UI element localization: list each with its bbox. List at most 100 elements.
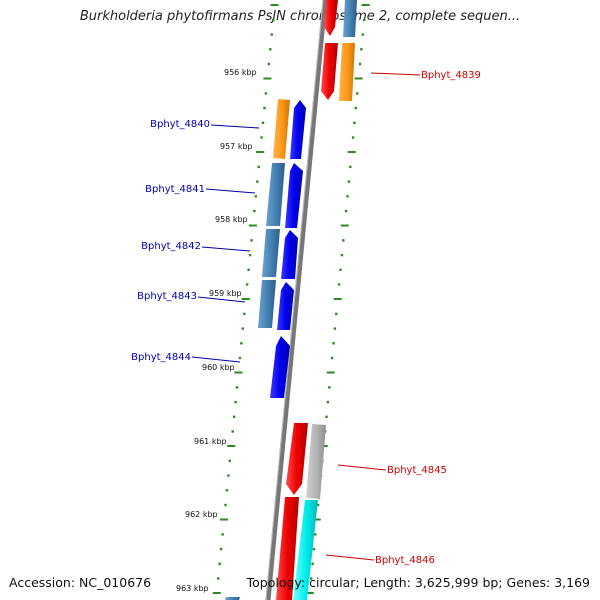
left-track-minor-tick [221, 533, 224, 536]
right-track-major-tick [340, 224, 349, 227]
left-track-minor-tick [227, 474, 230, 477]
right-track-major-tick [312, 518, 321, 521]
kbp-label: 961 kbp [194, 437, 227, 446]
left-track-major-tick [227, 445, 236, 447]
gene-label-bphyt-4840[interactable]: Bphyt_4840 [150, 119, 210, 130]
gene-bar-bphyt-4839[interactable] [339, 43, 355, 101]
left-track-major-tick [263, 77, 272, 80]
right-track-major-tick [333, 298, 342, 300]
right-track-minor-tick [332, 342, 335, 345]
leader-line-bphyt-4843 [197, 296, 246, 303]
left-track-minor-tick [264, 92, 268, 95]
left-track-minor-tick [217, 577, 220, 580]
right-track-minor-tick [351, 136, 355, 139]
right-track-minor-tick [328, 386, 331, 389]
right-track-minor-tick [356, 92, 359, 95]
left-track-minor-tick [240, 342, 243, 345]
kbp-label: 957 kbp [220, 142, 253, 151]
leader-line-bphyt-4845 [337, 464, 387, 471]
right-track-minor-tick [314, 533, 317, 536]
plus-strand-features [225, 0, 357, 600]
right-track-minor-tick [347, 180, 351, 183]
left-track-minor-tick [253, 209, 256, 213]
left-track-minor-tick [243, 312, 246, 316]
topology-summary: Topology: circular; Length: 3,625,999 bp… [246, 575, 590, 590]
kbp-labels: 956 kbp 957 kbp 958 kbp 959 kbp 960 kbp … [176, 68, 257, 593]
left-track-minor-tick [250, 239, 253, 242]
kbp-label: 960 kbp [202, 363, 235, 372]
right-track-minor-tick [325, 415, 328, 418]
left-track-minor-tick [270, 33, 273, 36]
right-track-major-tick [361, 4, 370, 6]
gene-label-bphyt-4846[interactable]: Bphyt_4846 [375, 555, 435, 566]
left-track-minor-tick [267, 62, 270, 66]
right-track-minor-tick [354, 106, 357, 110]
right-track-minor-tick [335, 312, 338, 316]
kbp-label: 956 kbp [224, 68, 257, 77]
right-tick-track [305, 4, 370, 594]
left-track-minor-tick [238, 356, 242, 360]
cds-arrow-bphyt-4840[interactable] [290, 100, 306, 159]
chromosome-backbone-highlight [265, 0, 324, 600]
left-track-major-tick [256, 151, 265, 153]
right-track-major-tick [326, 371, 335, 374]
right-track-minor-tick [349, 165, 352, 169]
left-track-minor-tick [260, 136, 263, 139]
gene-labels: Bphyt_4839 Bphyt_4840 Bphyt_4841 Bphyt_4… [131, 70, 481, 566]
left-track-minor-tick [247, 268, 250, 271]
gene-bar-top[interactable] [343, 0, 357, 37]
left-track-minor-tick [228, 459, 231, 463]
gene-label-bphyt-4841[interactable]: Bphyt_4841 [145, 184, 205, 195]
right-track-minor-tick [311, 562, 314, 565]
cds-arrow-bphyt-4844[interactable] [270, 336, 290, 398]
left-track-minor-tick [235, 386, 239, 389]
left-track-minor-tick [272, 18, 275, 22]
gene-label-bphyt-4842[interactable]: Bphyt_4842 [141, 241, 201, 252]
left-track-minor-tick [218, 562, 221, 565]
cds-arrow-bphyt-4846[interactable] [276, 497, 299, 600]
left-tick-track [212, 4, 279, 594]
gene-label-bphyt-4843[interactable]: Bphyt_4843 [137, 291, 197, 302]
gene-bar-bphyt-4840[interactable] [273, 99, 290, 159]
cds-arrow-bphyt-4845[interactable] [286, 423, 308, 495]
left-track-minor-tick [234, 400, 237, 404]
cds-arrow-bphyt-4841[interactable] [285, 163, 303, 228]
right-track-minor-tick [360, 48, 363, 51]
leader-line-bphyt-4840 [210, 124, 260, 129]
left-track-major-tick [270, 4, 279, 6]
leader-line-bphyt-4841 [205, 188, 256, 194]
gene-label-bphyt-4839[interactable]: Bphyt_4839 [421, 70, 481, 81]
right-track-minor-tick [346, 195, 349, 198]
gene-bar-bphyt-4845[interactable] [306, 424, 326, 499]
gene-label-bphyt-4844[interactable]: Bphyt_4844 [131, 352, 191, 363]
right-track-minor-tick [344, 209, 348, 213]
gene-bar-bphyt-4841[interactable] [266, 163, 285, 226]
right-track-minor-tick [330, 356, 334, 360]
leader-line-bphyt-4842 [201, 246, 251, 252]
leader-line-bphyt-4846 [325, 554, 375, 561]
right-track-minor-tick [339, 268, 342, 271]
kbp-label: 959 kbp [209, 289, 242, 298]
left-track-major-tick [241, 298, 250, 300]
partial-feature-bottom [225, 597, 240, 600]
gene-bar-bphyt-4846[interactable] [293, 500, 318, 600]
left-track-minor-tick [254, 195, 257, 198]
right-track-minor-tick [316, 503, 320, 507]
gene-bar-bphyt-4843[interactable] [258, 280, 276, 328]
left-track-minor-tick [219, 547, 223, 551]
left-track-major-tick [220, 518, 228, 521]
left-track-minor-tick [263, 106, 266, 110]
cds-arrow-bphyt-4843[interactable] [277, 282, 294, 330]
left-track-minor-tick [256, 180, 259, 183]
cds-arrow-top[interactable] [324, 0, 338, 36]
left-track-major-tick [234, 371, 243, 374]
right-track-minor-tick [363, 18, 366, 22]
kbp-label: 958 kbp [215, 215, 248, 224]
gene-label-bphyt-4845[interactable]: Bphyt_4845 [387, 465, 447, 476]
cds-arrow-bphyt-4839[interactable] [321, 43, 338, 100]
left-track-minor-tick [225, 489, 229, 492]
gene-bar-bphyt-4842[interactable] [262, 229, 280, 277]
cds-arrow-bphyt-4842[interactable] [281, 230, 298, 279]
left-track-minor-tick [231, 430, 234, 433]
